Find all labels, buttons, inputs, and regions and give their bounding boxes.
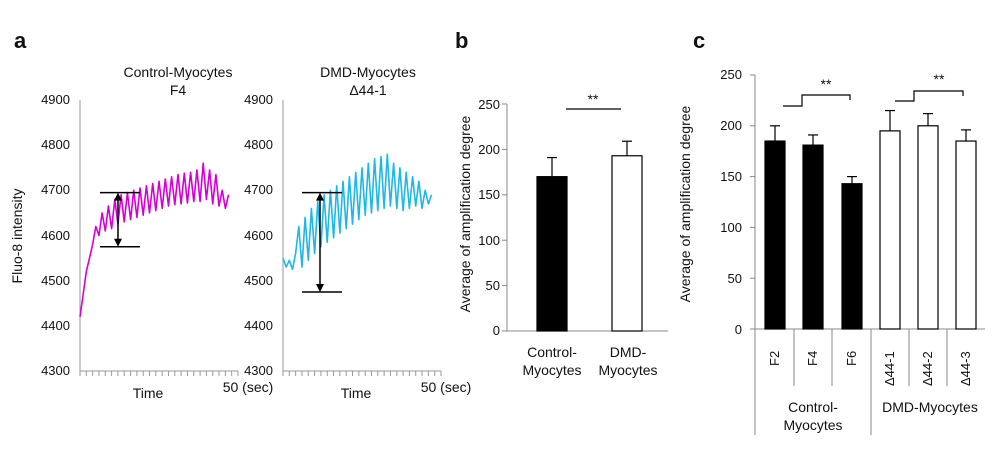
y-tick-labels: 4900 4800 4700 4600 4500 4400 4300 — [41, 92, 70, 378]
y-tick-labels: 0 50 100 150 200 250 — [478, 97, 500, 338]
group-label: Myocytes — [783, 417, 842, 433]
x-tick-label: Δ44-3 — [958, 351, 973, 386]
panel-a-right: DMD-Myocytes Δ44-1 4900 4800 4700 4600 4… — [244, 64, 471, 401]
title-line2: F4 — [170, 82, 187, 98]
y-tick-label: 100 — [720, 220, 742, 235]
x-tick-label: DMD- — [610, 344, 647, 360]
x-tick-label: Δ44-1 — [882, 351, 897, 386]
significance-bracket-dmd — [895, 90, 964, 102]
y-axis-label: Average of amplification degree — [457, 115, 473, 312]
y-tick-label: 4700 — [244, 182, 273, 197]
x-tick-labels: F2 F4 F6 Δ44-1 Δ44-2 Δ44-3 — [767, 351, 973, 386]
x-axis-label: Time — [133, 385, 164, 401]
bar — [879, 130, 901, 330]
y-tick-label: 4500 — [244, 273, 273, 288]
y-tick-label: 4300 — [244, 363, 273, 378]
bar — [841, 183, 863, 330]
y-tick-label: 250 — [478, 97, 500, 112]
y-tick-label: 4700 — [41, 182, 70, 197]
bar — [536, 176, 568, 332]
panel-letter-a: a — [14, 28, 27, 53]
bar — [955, 140, 977, 330]
bar — [764, 140, 786, 330]
y-ticks — [750, 74, 755, 330]
x-tick-label: Δ44-2 — [920, 351, 935, 386]
bar — [802, 144, 824, 330]
y-tick-label: 250 — [720, 67, 742, 82]
title-line2: Δ44-1 — [349, 82, 387, 98]
y-tick-label: 4300 — [41, 363, 70, 378]
category-dividers — [793, 329, 948, 435]
x-end-label: 50 (sec) — [421, 379, 472, 395]
y-tick-label: 0 — [493, 323, 500, 338]
x-tick-labels: Control- Myocytes DMD- Myocytes — [522, 344, 657, 378]
y-tick-label: 150 — [478, 187, 500, 202]
y-tick-label: 0 — [735, 322, 742, 337]
significance-label: ** — [588, 91, 599, 107]
arrow-head-up — [114, 192, 122, 201]
bar — [917, 125, 939, 330]
y-tick-label: 4900 — [41, 92, 70, 107]
x-ticks — [282, 371, 442, 376]
group-label: DMD-Myocytes — [882, 399, 978, 415]
x-tick-label: F4 — [805, 351, 820, 366]
y-tick-label: 100 — [478, 233, 500, 248]
y-tick-labels: 4900 4800 4700 4600 4500 4400 4300 — [244, 92, 273, 378]
y-tick-labels: 0 50 100 150 200 250 — [720, 67, 742, 337]
bars — [764, 109, 977, 330]
title-line1: DMD-Myocytes — [320, 64, 416, 80]
panel-b: Average of amplification degree 0 50 100… — [457, 91, 668, 378]
series-line — [79, 162, 230, 317]
y-ticks — [502, 103, 507, 332]
title-line1: Control-Myocytes — [124, 64, 233, 80]
x-ticks — [79, 371, 239, 376]
significance-label: ** — [934, 71, 945, 87]
y-tick-label: 4400 — [244, 318, 273, 333]
x-tick-label: F2 — [767, 351, 782, 366]
x-tick-label: F6 — [844, 351, 859, 366]
amplitude-arrow — [100, 191, 140, 248]
x-axis-label: Time — [341, 385, 372, 401]
y-tick-label: 4600 — [41, 228, 70, 243]
x-tick-label: Myocytes — [522, 362, 581, 378]
group-label: Control- — [788, 399, 838, 415]
y-tick-label: 4800 — [244, 137, 273, 152]
y-tick-label: 200 — [478, 142, 500, 157]
y-tick-label: 4500 — [41, 273, 70, 288]
y-tick-label: 200 — [720, 118, 742, 133]
panel-c: Average of amplification degree 0 50 100… — [677, 67, 985, 435]
x-tick-label: Control- — [527, 344, 577, 360]
arrow-head-down — [316, 283, 324, 292]
y-tick-label: 4900 — [244, 92, 273, 107]
bar — [611, 155, 643, 332]
x-end-label: 50 (sec) — [223, 379, 274, 395]
x-tick-label: Myocytes — [598, 362, 657, 378]
panel-letter-b: b — [455, 28, 468, 53]
panel-letter-c: c — [693, 28, 705, 53]
significance-label: ** — [821, 76, 832, 92]
y-tick-label: 4600 — [244, 228, 273, 243]
y-tick-label: 50 — [728, 271, 742, 286]
arrow-head-down — [114, 238, 122, 247]
y-tick-label: 4800 — [41, 137, 70, 152]
group-labels: Control- Myocytes DMD-Myocytes — [783, 399, 977, 433]
amplitude-arrow — [302, 191, 342, 293]
bars — [536, 140, 643, 332]
y-tick-label: 50 — [486, 278, 500, 293]
panel-a-left: Control-Myocytes F4 Fluo-8 intensity 490… — [9, 64, 273, 401]
y-tick-label: 4400 — [41, 318, 70, 333]
y-tick-label: 150 — [720, 169, 742, 184]
y-axis-label: Average of amplification degree — [677, 105, 693, 302]
y-axis-label: Fluo-8 intensity — [9, 189, 25, 284]
significance-bracket-control — [783, 94, 851, 107]
arrow-head-up — [316, 192, 324, 201]
series-line — [282, 153, 433, 271]
